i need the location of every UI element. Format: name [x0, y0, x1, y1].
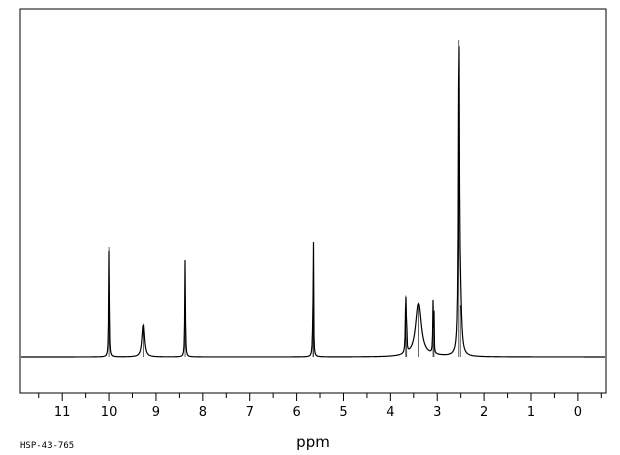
- x-tick-label: 11: [54, 405, 71, 420]
- x-tick-label: 1: [527, 405, 535, 420]
- sample-id-label: HSP-43-765: [20, 441, 74, 451]
- x-tick-label: 2: [480, 405, 488, 420]
- x-tick-label: 5: [339, 405, 347, 420]
- x-tick-label: 10: [101, 405, 118, 420]
- x-axis-ticks: [38, 393, 602, 401]
- x-axis-title: ppm: [296, 433, 330, 451]
- x-tick-label: 3: [433, 405, 441, 420]
- x-tick-label: 9: [152, 405, 160, 420]
- spectrum-series: [21, 40, 605, 358]
- x-tick-label: 0: [574, 405, 582, 420]
- x-tick-label: 6: [292, 405, 300, 420]
- x-axis-tick-labels: 11 10 9 8 7 6 5 4 3 2 1 0: [54, 405, 582, 420]
- x-tick-label: 7: [246, 405, 254, 420]
- x-tick-label: 8: [199, 405, 207, 420]
- plot-frame: [19, 8, 607, 394]
- x-tick-label: 4: [386, 405, 394, 420]
- spectrum-trace: [21, 46, 605, 358]
